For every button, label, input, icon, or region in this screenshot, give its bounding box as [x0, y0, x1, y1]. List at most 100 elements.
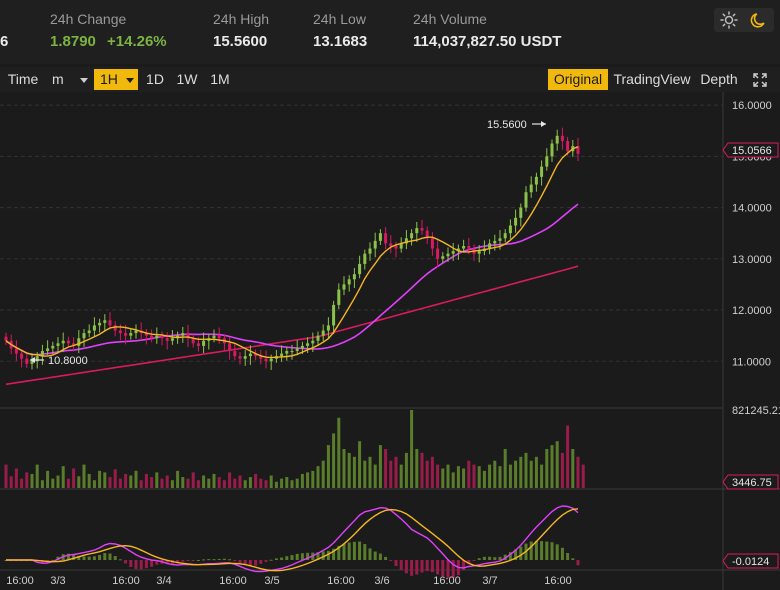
macd-histogram-bar: [144, 560, 148, 569]
macd-histogram-bar: [181, 560, 185, 562]
volume-bar: [493, 460, 497, 488]
volume-bar: [358, 441, 362, 488]
macd-histogram-bar: [404, 560, 408, 574]
candle-body: [519, 207, 523, 218]
interval-1w-button[interactable]: 1W: [176, 71, 198, 87]
volume-bar: [228, 472, 232, 488]
macd-histogram-bar: [332, 548, 336, 560]
candle-body: [524, 192, 528, 208]
time-tick-label: 3/4: [156, 575, 171, 587]
volume-bar: [92, 480, 96, 488]
volume-bar: [529, 460, 533, 488]
macd-histogram-bar: [259, 560, 263, 564]
fullscreen-button[interactable]: [748, 69, 772, 90]
volume-bar: [394, 456, 398, 488]
price-grid: [0, 104, 723, 362]
volume-bar: [35, 464, 39, 488]
macd-histogram-bar: [337, 545, 341, 560]
candle-body: [77, 338, 81, 346]
volume-bar: [462, 468, 466, 488]
volume-bar: [14, 468, 18, 488]
time-tick-label: 16:00: [219, 575, 247, 587]
macd-histogram-bar: [550, 542, 554, 560]
macd-histogram-bar: [72, 554, 76, 560]
candle-body: [347, 279, 351, 285]
macd-histogram-bar: [202, 559, 206, 561]
volume-bar: [311, 470, 315, 488]
depth-tab[interactable]: Depth: [700, 71, 738, 87]
macd-histogram-bar: [35, 560, 39, 563]
interval-1d-button[interactable]: 1D: [146, 71, 164, 87]
time-tick-label: 16:00: [433, 575, 461, 587]
candle-body: [118, 330, 122, 334]
volume-bar: [46, 470, 50, 488]
macd-histogram-bar: [384, 556, 388, 560]
ma99-line: [5, 265, 579, 386]
macd-histogram-bar: [529, 541, 533, 560]
volume-max-label: 821245.21: [732, 405, 780, 417]
hour-label: 1H: [100, 71, 118, 87]
candle-body: [415, 228, 419, 234]
volume-bar: [202, 475, 206, 488]
time-tick-label: 16:00: [6, 575, 34, 587]
candle-body: [430, 238, 434, 249]
high-label: 24h High: [213, 11, 270, 27]
volume-bar: [274, 481, 278, 488]
macd-histogram-bar: [415, 560, 419, 575]
candle-body: [103, 320, 107, 323]
minute-interval-dropdown[interactable]: m: [46, 69, 90, 90]
hour-interval-dropdown[interactable]: 1H: [94, 69, 138, 90]
candle-body: [529, 184, 533, 193]
candle-body: [295, 348, 299, 352]
volume-bar: [368, 456, 372, 488]
candle-body: [134, 330, 138, 334]
volume-bar: [20, 478, 24, 488]
volume-bar: [540, 464, 544, 488]
volume-bar: [129, 475, 133, 488]
candle-body: [165, 338, 169, 341]
price-tick-label: 13.0000: [732, 254, 772, 266]
volume-bar: [269, 475, 273, 488]
volume-bar: [181, 477, 185, 488]
volume-bar: [238, 475, 242, 488]
current-price-tag: 15.0566: [722, 142, 779, 158]
tradingview-tab[interactable]: TradingView: [613, 71, 691, 87]
theme-toggle[interactable]: [714, 8, 774, 32]
macd-histogram-bar: [285, 556, 289, 560]
macd-histogram-bar: [134, 560, 138, 570]
macd-histogram-bar: [113, 556, 117, 560]
candle-body: [508, 225, 512, 234]
macd-histogram-bar: [280, 557, 284, 560]
candle-body: [56, 343, 60, 346]
price-chart[interactable]: 16.000015.000014.000013.000012.000011.00…: [0, 92, 780, 590]
candle-body: [311, 340, 315, 344]
macd-histogram-bar: [368, 548, 372, 560]
macd-histogram-bar: [436, 560, 440, 575]
macd-histogram-bar: [373, 551, 377, 560]
candle-body: [4, 336, 8, 341]
candle-body: [493, 240, 497, 244]
candle-body: [342, 284, 346, 290]
volume-bar: [560, 452, 564, 488]
volume-bar: [519, 456, 523, 488]
time-tick-label: 3/5: [264, 575, 279, 587]
volume-bar: [545, 449, 549, 488]
market-stats-bar: 6 24h Change 1.8790 +14.26% 24h High 15.…: [0, 0, 780, 64]
time-button[interactable]: Time: [7, 71, 39, 87]
candle-body: [321, 330, 325, 336]
volume-bar: [108, 477, 112, 488]
candle-body: [170, 338, 174, 341]
candle-body: [108, 320, 112, 326]
candle-body: [498, 238, 502, 241]
volume-bar: [87, 473, 91, 488]
high-annotation: 15.5600: [487, 119, 546, 131]
candle-body: [488, 243, 492, 249]
time-tick-label: 16:00: [327, 575, 355, 587]
volume-bar: [446, 464, 450, 488]
dark-theme-button[interactable]: [744, 8, 774, 32]
candle-body: [233, 351, 237, 357]
interval-1m-button[interactable]: 1M: [210, 71, 230, 87]
volume-bar: [51, 478, 55, 488]
original-view-tab[interactable]: Original: [548, 69, 608, 90]
light-theme-button[interactable]: [714, 8, 744, 32]
